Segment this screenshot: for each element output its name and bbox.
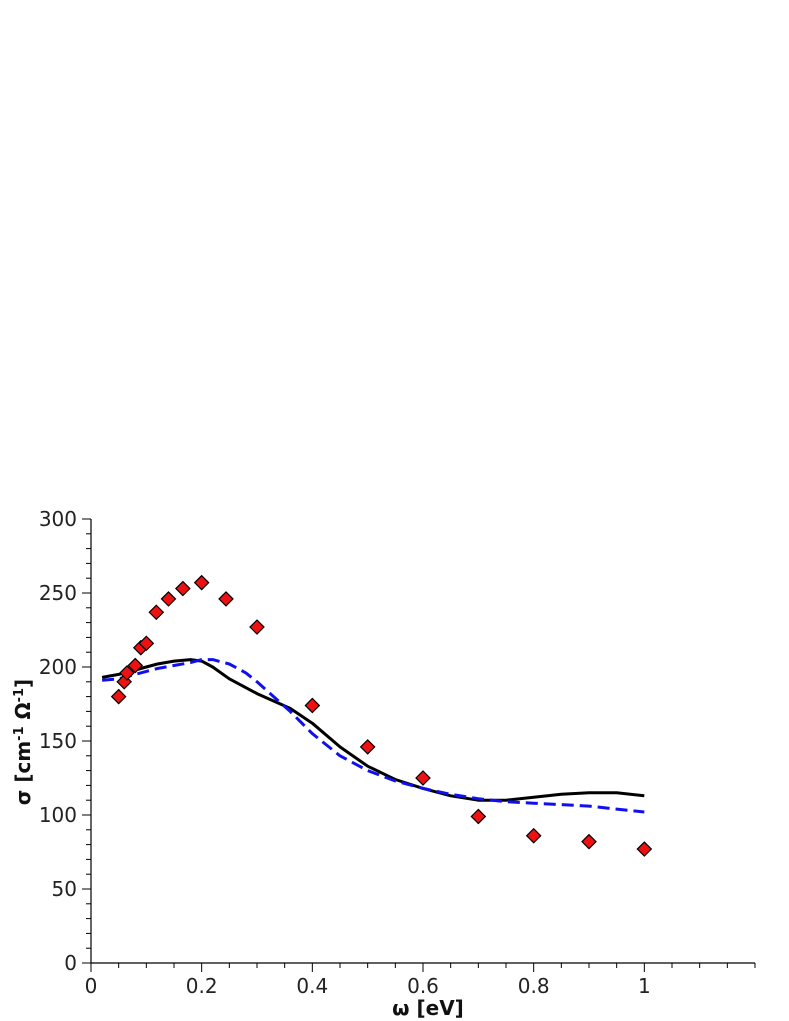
data-point-diamond — [470, 808, 487, 825]
data-point-diamond — [218, 591, 234, 607]
y-tick-label: 100 — [39, 803, 77, 827]
data-point-diamond — [249, 619, 265, 635]
y-axis-label-sup1: -1 — [12, 726, 27, 740]
y-axis-label-end: ] — [11, 679, 35, 688]
data-point-diamond — [193, 574, 210, 591]
y-tick-label: 300 — [39, 507, 77, 531]
x-axis-label: ω [eV] — [392, 996, 464, 1020]
x-tick-label: 0.2 — [186, 974, 218, 998]
data-point-diamond — [359, 739, 376, 755]
data-point-diamond — [110, 688, 127, 705]
data-point-diamond — [160, 591, 177, 607]
x-tick-label: 0.6 — [407, 974, 439, 998]
y-tick-label: 150 — [39, 729, 77, 753]
data-point-diamond — [175, 580, 191, 597]
x-tick-label: 0.8 — [518, 974, 550, 998]
data-point-diamond — [119, 665, 135, 681]
data-point-diamond — [636, 841, 653, 857]
y-axis-label: σ [cm-1 Ω-1] — [11, 679, 35, 805]
y-tick-label: 250 — [39, 581, 77, 605]
y-axis-label-main: σ [cm — [11, 741, 35, 805]
x-tick-label: 1 — [638, 974, 651, 998]
dashed-series-line — [101, 658, 645, 814]
y-axis-label-sup2: -1 — [12, 688, 27, 702]
data-point-diamond — [148, 604, 165, 621]
data-point-diamond — [304, 697, 321, 714]
data-point-diamond — [127, 657, 144, 674]
data-point-diamond — [138, 635, 155, 652]
y-tick-label: 50 — [52, 877, 77, 901]
data-point-diamond — [525, 827, 542, 844]
x-tick-label: 0.4 — [296, 974, 328, 998]
x-tick-label: 0 — [85, 974, 98, 998]
ticks: 0 0.2 0.4 0.6 0.8 1 0 50 100 150 200 250 300 — [39, 507, 756, 998]
y-tick-label: 200 — [39, 655, 77, 679]
data-point-diamond — [581, 833, 597, 850]
solid-series-line — [101, 658, 645, 802]
data-point-diamond — [415, 770, 431, 786]
series — [101, 574, 653, 857]
axes — [90, 519, 755, 964]
y-tick-label: 0 — [64, 951, 77, 975]
y-axis-label-mid: Ω — [11, 702, 35, 726]
